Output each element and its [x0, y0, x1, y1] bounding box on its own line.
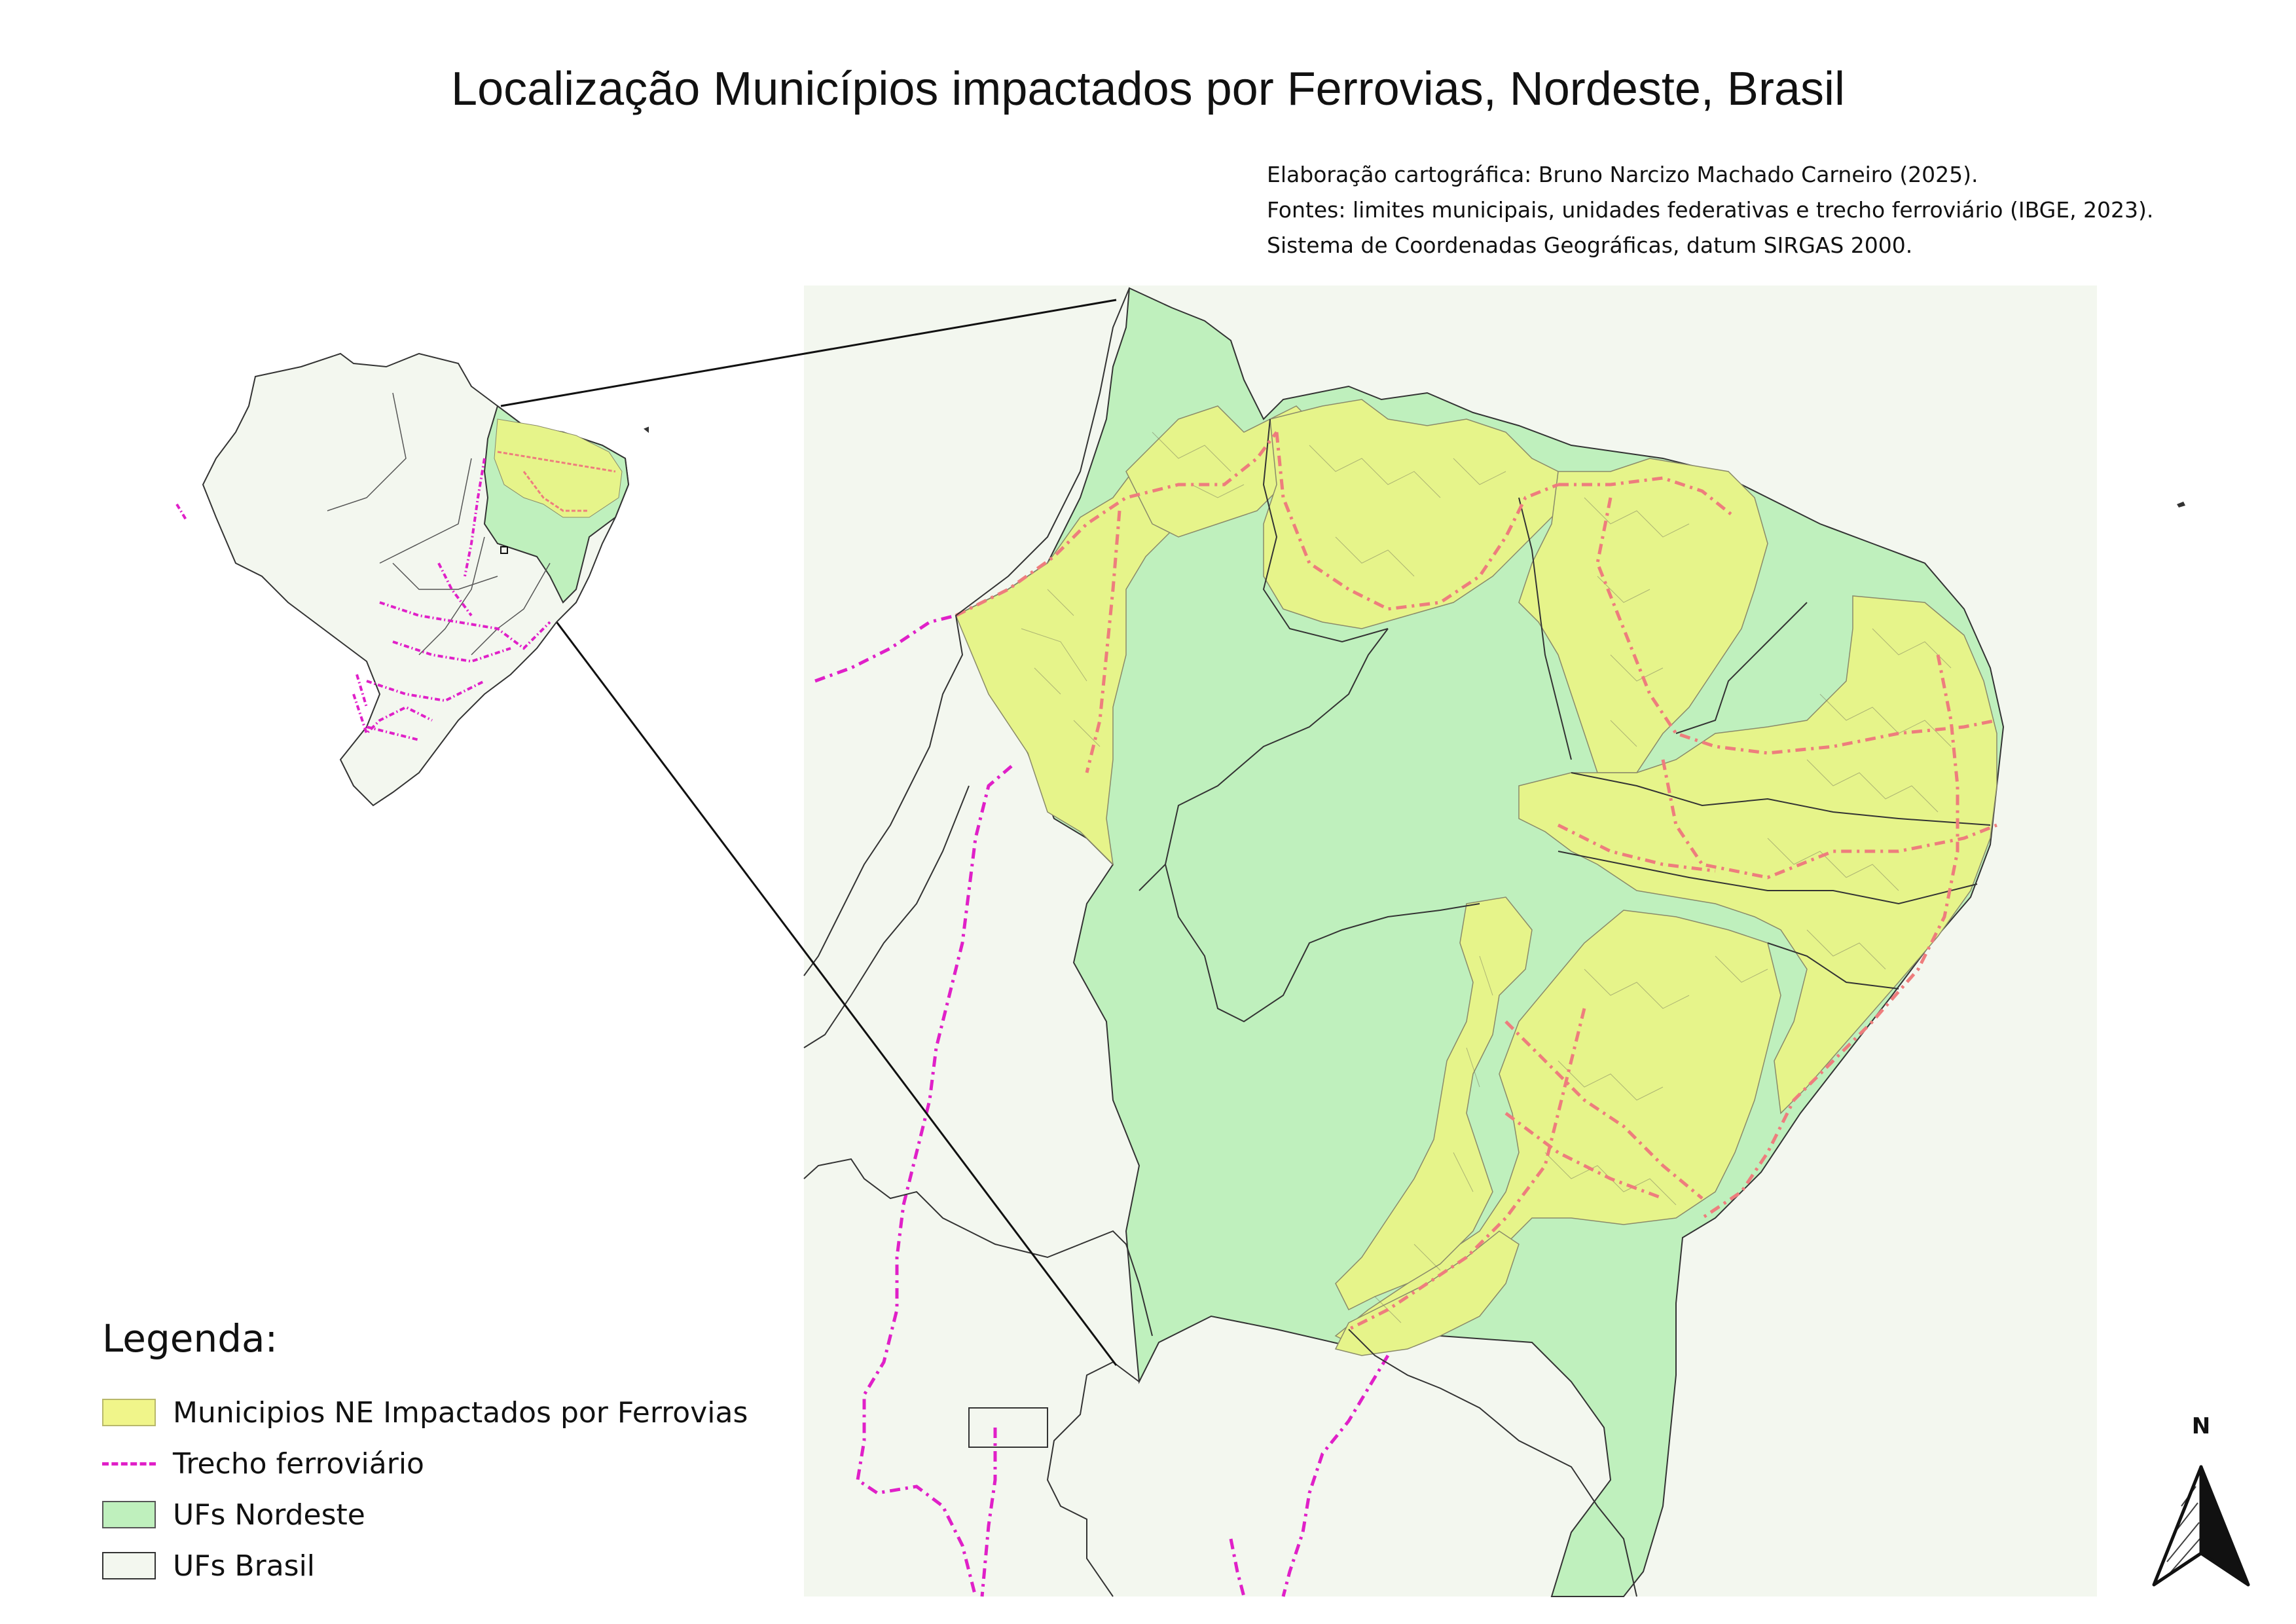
brasil-state-borders	[803, 287, 1637, 1597]
legend-item-railway: Trecho ferroviário	[102, 1438, 748, 1489]
inset-railways-nordeste	[497, 451, 616, 512]
legend-swatch-nordeste	[102, 1501, 156, 1528]
connector-line-bottom	[506, 556, 1118, 1366]
credit-sources: Fontes: limites municipais, unidades fed…	[1267, 197, 2154, 223]
nordeste-state-borders	[1139, 418, 1991, 1023]
legend-label-impacted: Municipios NE Impactados por Ferrovias	[173, 1395, 748, 1430]
municipal-boundaries	[1021, 432, 1952, 1323]
legend-swatch-brasil	[102, 1552, 156, 1579]
legend-label-brasil: UFs Brasil	[173, 1549, 316, 1583]
inset-connector-lines	[500, 299, 1118, 1366]
impacted-area-maranhao-west	[955, 471, 1179, 866]
legend-swatch-impacted	[102, 1399, 156, 1426]
inset-map-brazil	[175, 352, 649, 807]
inset-railways	[175, 458, 551, 741]
legend-item-nordeste: UFs Nordeste	[102, 1489, 748, 1540]
legend-label-railway: Trecho ferroviário	[173, 1447, 424, 1481]
legend-item-impacted: Municipios NE Impactados por Ferrovias	[102, 1387, 748, 1438]
railways-brasil	[814, 614, 1390, 1597]
north-arrow-label: N	[2191, 1413, 2211, 1439]
legend-title: Legenda:	[102, 1316, 278, 1361]
impacted-area-rn-pb-pe	[1518, 595, 1997, 1115]
inset-frame-marker	[500, 546, 508, 554]
inset-island	[644, 426, 649, 434]
legend-swatch-railway	[102, 1450, 156, 1477]
legend: Legenda: Municipios NE Impactados por Fe…	[102, 1316, 748, 1591]
credit-crs: Sistema de Coordenadas Geográficas, datu…	[1267, 232, 1913, 258]
map-credits: Elaboração cartográfica: Bruno Narcizo M…	[1267, 157, 2153, 263]
railways-nordeste	[955, 431, 1997, 1331]
island-mark	[2177, 502, 2185, 507]
inset-state-borders	[327, 392, 551, 655]
impacted-area-bahia-west	[1335, 896, 1533, 1311]
inset-impacted	[494, 418, 623, 518]
connector-line-top	[500, 299, 1117, 407]
main-map	[500, 286, 2185, 1597]
impacted-area-ceara	[1518, 458, 1768, 773]
credit-author: Elaboração cartográfica: Bruno Narcizo M…	[1267, 162, 1978, 187]
north-arrow-graphic	[2152, 1465, 2250, 1587]
legend-label-nordeste: UFs Nordeste	[173, 1498, 365, 1532]
legend-item-brasil: UFs Brasil	[102, 1540, 748, 1591]
map-title: Localização Municípios impactados por Fe…	[451, 63, 1845, 115]
